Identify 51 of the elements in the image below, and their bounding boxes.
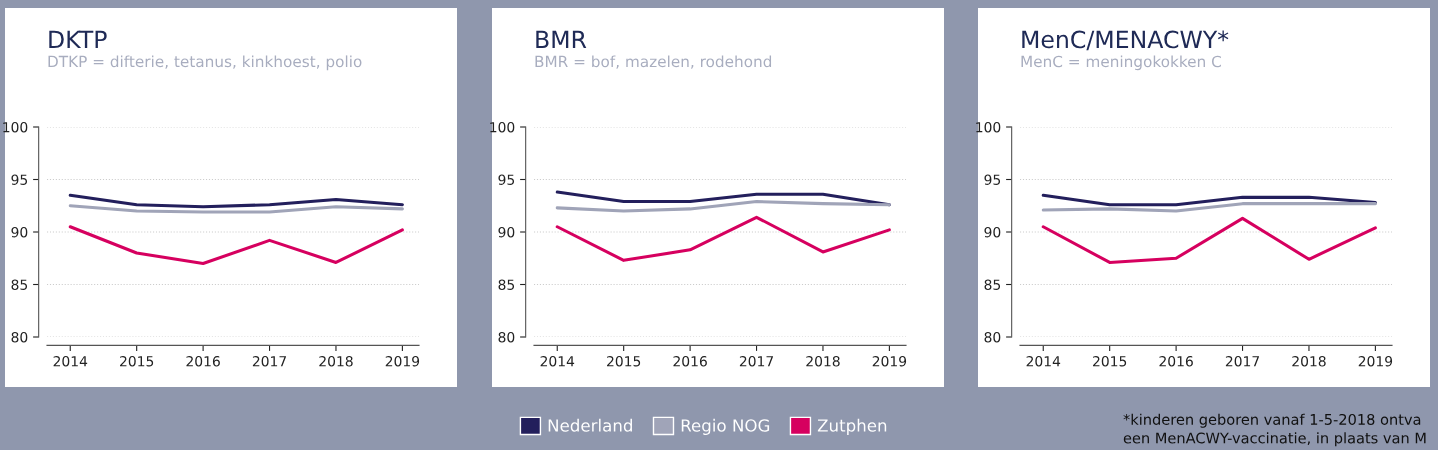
line-series — [68, 193, 404, 209]
y-tick-label: 90 — [498, 226, 515, 238]
y-tick-label: 95 — [11, 174, 28, 185]
y-tick-label: 80 — [498, 331, 515, 343]
x-tick-label: 2014 — [540, 356, 575, 367]
x-tick-label: 2017 — [739, 356, 774, 367]
y-tick-label: 85 — [498, 279, 515, 290]
y-tick-label: 90 — [11, 226, 28, 238]
x-tick-label: 2019 — [1358, 356, 1393, 367]
x-tick-label: 2016 — [1159, 356, 1193, 367]
chart-subtitle: MenC = meningokokken C — [1021, 55, 1221, 71]
y-tick-label: 85 — [11, 279, 28, 290]
line-series — [555, 200, 891, 213]
x-tick-label: 2017 — [252, 356, 287, 367]
y-tick-label: 95 — [498, 174, 515, 185]
x-tick-label: 2016 — [186, 356, 220, 367]
legend-label: Nederland — [548, 418, 632, 432]
y-tick-label: 80 — [984, 331, 1001, 343]
chart-title: DKTP — [49, 30, 107, 48]
x-tick-label: 2015 — [1093, 356, 1127, 367]
x-tick-label: 2016 — [673, 356, 707, 367]
y-tick-label: 90 — [984, 226, 1001, 238]
legend-label: Regio NOG — [681, 418, 770, 435]
text: *kinderen geboren vanaf 1-5-2018 ontva een MenACWY-vaccinatie, in plaats van M — [1123, 413, 1426, 447]
line-series — [68, 204, 404, 214]
x-tick-label: 2019 — [385, 356, 420, 367]
chart-subtitle: BMR = bof, mazelen, rodehond — [535, 55, 772, 69]
line-series — [68, 225, 404, 266]
x-tick-label: 2018 — [1292, 356, 1326, 367]
x-tick-label: 2018 — [319, 356, 353, 367]
chart-subtitle: DTKP = difterie, tetanus, kinkhoest, polio — [48, 55, 362, 71]
line-series — [1041, 216, 1377, 264]
x-tick-label: 2019 — [872, 356, 907, 367]
x-tick-label: 2015 — [120, 356, 154, 367]
y-tick-label: 80 — [11, 331, 28, 343]
line-series — [1041, 193, 1377, 207]
chart-title: MenC/MENACWY* — [1022, 30, 1229, 51]
y-tick-label: 95 — [984, 174, 1001, 185]
line-series — [555, 215, 891, 262]
x-tick-label: 2014 — [1026, 356, 1061, 367]
y-tick-label: 100 — [3, 121, 28, 133]
x-tick-label: 2014 — [53, 356, 88, 367]
x-tick-label: 2015 — [607, 356, 641, 367]
y-tick-label: 100 — [976, 121, 1001, 133]
y-tick-label: 85 — [984, 279, 1001, 290]
chart-title: BMR — [536, 30, 587, 48]
y-tick-label: 100 — [490, 121, 515, 133]
legend-label: Zutphen — [817, 418, 887, 435]
x-tick-label: 2017 — [1225, 356, 1260, 367]
x-tick-label: 2018 — [806, 356, 840, 367]
line-series — [1041, 202, 1377, 213]
